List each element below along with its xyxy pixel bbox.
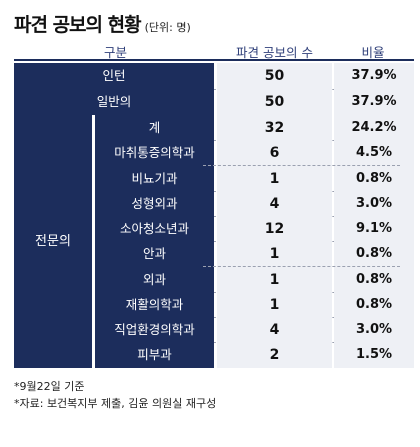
row-ratio: 0.8% — [334, 166, 414, 192]
title-unit: (단위: 명) — [144, 21, 191, 34]
header-count: 파견 공보의 수 — [236, 45, 313, 60]
row-count: 2 — [217, 342, 332, 368]
row-ratio: 37.9% — [334, 89, 414, 115]
page-title: 파견 공보의 현황 (단위: 명) — [14, 10, 191, 37]
header-category: 구분 — [103, 45, 127, 60]
title-main: 파견 공보의 현황 — [14, 14, 142, 36]
row-count: 1 — [217, 166, 332, 192]
row-count: 32 — [217, 115, 332, 141]
row-label: 비뇨기과 — [95, 166, 214, 192]
row-label: 일반의 — [14, 89, 214, 115]
table-row: 외과 1 0.8% — [14, 267, 414, 293]
row-label: 직업환경의학과 — [95, 317, 214, 343]
footnote-source: *자료: 보건복지부 제출, 김윤 의원실 재구성 — [14, 397, 217, 410]
row-count: 4 — [217, 317, 332, 343]
table-header: 구분 파견 공보의 수 비율 — [14, 39, 414, 61]
table-row: 계 32 24.2% — [14, 115, 414, 141]
row-count: 6 — [217, 140, 332, 166]
table-row: 성형외과 4 3.0% — [14, 191, 414, 217]
row-ratio: 24.2% — [334, 115, 414, 141]
footnotes: *9월22일 기준 *자료: 보건복지부 제출, 김윤 의원실 재구성 — [14, 378, 216, 412]
row-ratio: 3.0% — [334, 191, 414, 217]
row-count: 4 — [217, 191, 332, 217]
row-label: 안과 — [95, 241, 214, 267]
row-ratio: 37.9% — [334, 63, 414, 89]
footnote-date: *9월22일 기준 — [14, 380, 85, 393]
table-row: 소아청소년과 12 9.1% — [14, 216, 414, 242]
header-ratio: 비율 — [361, 45, 385, 60]
row-count: 1 — [217, 292, 332, 318]
row-label: 성형외과 — [95, 191, 214, 217]
row-label: 계 — [95, 115, 214, 141]
row-divider — [203, 165, 400, 166]
row-label: 피부과 — [95, 342, 214, 368]
table-row: 비뇨기과 1 0.8% — [14, 166, 414, 192]
table-row: 직업환경의학과 4 3.0% — [14, 317, 414, 343]
row-ratio: 9.1% — [334, 216, 414, 242]
row-count: 1 — [217, 241, 332, 267]
row-ratio: 4.5% — [334, 140, 414, 166]
row-count: 12 — [217, 216, 332, 242]
table-row: 마취통증의학과 6 4.5% — [14, 140, 414, 166]
row-ratio: 3.0% — [334, 317, 414, 343]
table-row: 피부과 2 1.5% — [14, 342, 414, 368]
table-row: 재활의학과 1 0.8% — [14, 292, 414, 318]
row-label: 인턴 — [14, 63, 214, 89]
row-label: 외과 — [95, 267, 214, 293]
row-label: 재활의학과 — [95, 292, 214, 318]
table-row: 인턴 50 37.9% — [14, 63, 414, 89]
row-count: 50 — [217, 89, 332, 115]
row-label: 소아청소년과 — [95, 216, 214, 242]
row-count: 1 — [217, 267, 332, 293]
row-ratio: 0.8% — [334, 292, 414, 318]
table-row: 일반의 50 37.9% — [14, 89, 414, 115]
row-divider — [203, 266, 400, 267]
row-ratio: 0.8% — [334, 267, 414, 293]
row-label: 마취통증의학과 — [95, 140, 214, 166]
row-ratio: 0.8% — [334, 241, 414, 267]
row-count: 50 — [217, 63, 332, 89]
group-label-specialist: 전문의 — [14, 115, 92, 368]
table-row: 안과 1 0.8% — [14, 241, 414, 267]
row-ratio: 1.5% — [334, 342, 414, 368]
